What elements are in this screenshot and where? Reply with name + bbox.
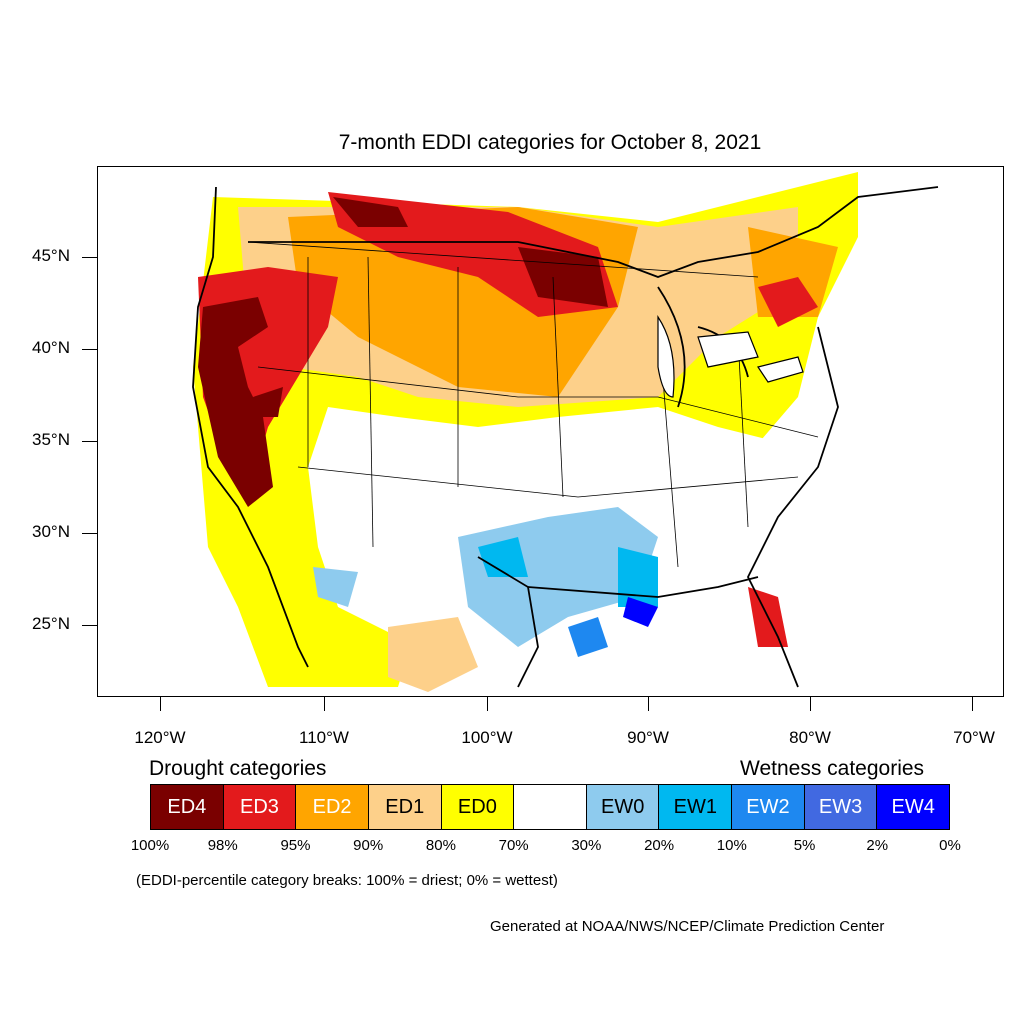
percentile-break: 20% [644, 837, 675, 854]
legend-cell-ed3: ED3 [223, 785, 297, 829]
percentile-break: 100% [130, 837, 170, 854]
lat-label-40: 40°N [32, 338, 70, 357]
lakes [657, 315, 804, 398]
percentile-break: 90% [353, 837, 384, 854]
percentile-break: 5% [793, 837, 816, 854]
percentile-break: 2% [866, 837, 889, 854]
percentile-break: 30% [571, 837, 602, 854]
lat-tick [82, 533, 97, 534]
lat-tick [82, 625, 97, 626]
legend-cell-ew3: EW3 [804, 785, 878, 829]
legend-cell-ew0: EW0 [586, 785, 660, 829]
lon-tick [487, 697, 488, 711]
legend-cell-neutral [514, 785, 587, 829]
lon-tick [160, 697, 161, 711]
credit-line: Generated at NOAA/NWS/NCEP/Climate Predi… [490, 918, 885, 935]
lon-label-70: 70°W [953, 728, 995, 747]
eddi-map [97, 166, 1004, 697]
lon-tick [972, 697, 973, 711]
lat-tick [82, 349, 97, 350]
percentile-break: 98% [207, 837, 238, 854]
legend-cell-ed4: ED4 [151, 785, 224, 829]
percentile-break: 0% [939, 837, 961, 854]
legend-cell-ed0: ED0 [441, 785, 515, 829]
drought-heading: Drought categories [149, 757, 327, 780]
lon-label-110: 110°W [299, 728, 349, 747]
wetness-heading: Wetness categories [740, 757, 925, 780]
category-note: (EDDI-percentile category breaks: 100% =… [136, 872, 558, 889]
legend-cell-ew2: EW2 [732, 785, 805, 829]
lon-tick [648, 697, 649, 711]
legend-cell-ed1: ED1 [368, 785, 442, 829]
legend-cell-ew1: EW1 [659, 785, 733, 829]
lon-label-100: 100°W [461, 728, 513, 747]
percentile-break: 80% [425, 837, 456, 854]
lon-label-80: 80°W [789, 728, 831, 747]
percentile-break: 95% [280, 837, 311, 854]
conus-field [193, 172, 858, 692]
lon-label-120: 120°W [134, 728, 186, 747]
legend-cell-ew4: EW4 [877, 785, 950, 829]
lon-tick [324, 697, 325, 711]
lon-label-90: 90°W [627, 728, 669, 747]
lat-tick [82, 257, 97, 258]
percentile-break: 70% [498, 837, 529, 854]
map-title: 7-month EDDI categories for October 8, 2… [338, 131, 762, 154]
lat-label-25: 25°N [32, 614, 70, 633]
legend-cell-ed2: ED2 [296, 785, 369, 829]
lat-label-45: 45°N [32, 246, 70, 265]
lat-label-30: 30°N [32, 522, 70, 541]
lat-label-35: 35°N [32, 430, 70, 449]
category-colorbar: ED4 ED3 ED2 ED1 ED0 EW0 EW1 EW2 EW3 EW4 [150, 784, 950, 830]
lon-tick [810, 697, 811, 711]
lat-tick [82, 441, 97, 442]
percentile-break: 10% [716, 837, 747, 854]
